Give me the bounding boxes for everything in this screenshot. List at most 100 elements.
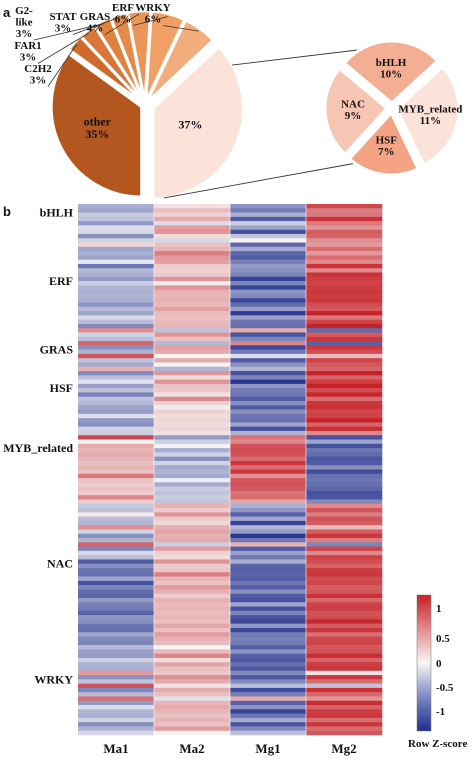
heatmap-cell [154, 400, 231, 406]
heatmap-cell [78, 289, 155, 295]
heatmap-cell [230, 268, 307, 273]
heatmap-cell [154, 383, 231, 389]
heatmap-cell [230, 315, 307, 320]
heatmap-cell [154, 632, 231, 637]
heatmap-cell [78, 700, 155, 706]
sub-pie-slice-hsf [347, 110, 421, 177]
heatmap-cell [154, 670, 231, 676]
heatmap-cell [306, 276, 383, 282]
heatmap-cell [78, 632, 155, 637]
heatmap-cell [306, 302, 383, 308]
heatmap-cell [306, 448, 383, 453]
heatmap-cell [306, 242, 383, 248]
heatmap-cell [306, 246, 383, 252]
heatmap-cell [230, 353, 307, 359]
heatmap-cell [154, 311, 231, 316]
heatmap-cell [230, 606, 307, 612]
heatmap-cell [306, 619, 383, 624]
heatmap-cell [154, 589, 231, 594]
heatmap-cell [306, 413, 383, 419]
heatmap-cell [154, 717, 231, 723]
heatmap-cell [306, 465, 383, 470]
heatmap-cell [78, 353, 155, 359]
heatmap-cell [154, 538, 231, 543]
heatmap-cell [306, 516, 383, 522]
heatmap-cell [154, 529, 231, 535]
heatmap-cell [154, 602, 231, 607]
heatmap-cell [230, 285, 307, 290]
heatmap-cell [154, 263, 231, 269]
leader-line [104, 13, 140, 35]
heatmap-cell [78, 233, 155, 239]
heatmap-cell [306, 341, 383, 346]
heatmap-cell [306, 400, 383, 406]
heatmap-cell [154, 585, 231, 590]
heatmap-cell [78, 567, 155, 573]
heatmap-cell [230, 293, 307, 299]
heatmap-cell [78, 478, 155, 483]
heatmap-cell [154, 542, 231, 547]
heatmap-cell [154, 353, 231, 359]
sub-pie-label-myb-related: MYB_related 11% [398, 103, 462, 127]
heatmap-cell [78, 636, 155, 642]
heatmap-cell [78, 285, 155, 290]
heatmap-cell [306, 563, 383, 569]
heatmap-cell [230, 619, 307, 624]
heatmap-cell [230, 259, 307, 265]
heatmap-cell [230, 396, 307, 402]
heatmap-cell [306, 576, 383, 582]
heatmap-cell [154, 473, 231, 479]
heatmap-cell [306, 627, 383, 633]
heatmap-cell [230, 602, 307, 607]
heatmap-cell [78, 529, 155, 535]
heatmap-cell [154, 636, 231, 642]
heatmap-cell [230, 323, 307, 329]
heatmap-cell [306, 430, 383, 436]
heatmap-cell [230, 508, 307, 513]
heatmap-cell [306, 602, 383, 607]
heatmap-cell [230, 726, 307, 732]
heatmap-cell [230, 371, 307, 376]
heatmap-cell [78, 405, 155, 410]
heatmap-cell [306, 311, 383, 316]
heatmap-cell [306, 204, 383, 209]
heatmap-cell [78, 208, 155, 213]
heatmap-cell [154, 293, 231, 299]
heatmap-cell [230, 302, 307, 308]
heatmap-cell [154, 653, 231, 659]
heatmap-cell [154, 276, 231, 282]
heatmap-cell [306, 606, 383, 612]
heatmap-cell [230, 653, 307, 659]
heatmap-cell [306, 259, 383, 265]
sub-pie-slice-bhlh [342, 39, 440, 105]
heatmap-cell [306, 349, 383, 355]
heatmap-cell [78, 272, 155, 278]
heatmap-cell [78, 276, 155, 282]
heatmap-cell [230, 486, 307, 492]
heatmap-cell [230, 696, 307, 702]
heatmap-cell [154, 392, 231, 397]
heatmap-cell [78, 379, 155, 385]
connector-line-top [232, 47, 375, 66]
heatmap-cell [306, 328, 383, 333]
heatmap-cell [78, 392, 155, 397]
heatmap-cell [78, 216, 155, 222]
heatmap-cell [306, 529, 383, 535]
heatmap-cell [78, 371, 155, 376]
heatmap-cell [230, 272, 307, 278]
heatmap-cell [230, 375, 307, 380]
heatmap-cell [78, 679, 155, 684]
heatmap-cell [154, 512, 231, 517]
heatmap-cell [78, 593, 155, 599]
pie-label-c2h2: C2H2 3% [24, 63, 52, 87]
heatmap-cell [230, 503, 307, 509]
heatmap-cell [78, 550, 155, 556]
heatmap-cell [230, 306, 307, 312]
heatmap-cell [230, 216, 307, 222]
heatmap-cell [306, 490, 383, 496]
heatmap-cell [306, 632, 383, 637]
heatmap-cell [306, 216, 383, 222]
heatmap-cell [154, 705, 231, 710]
heatmap-cell [306, 520, 383, 526]
heatmap-cell [306, 683, 383, 689]
